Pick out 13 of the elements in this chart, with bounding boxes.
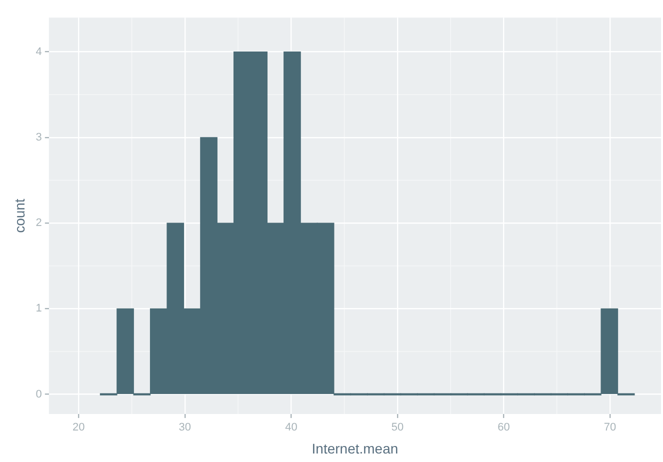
x-tick-label: 40 <box>285 422 298 434</box>
y-tick-label: 0 <box>36 388 42 400</box>
x-tick-label: 70 <box>604 422 616 434</box>
x-tick-label: 60 <box>498 422 510 434</box>
y-tick-label: 4 <box>36 46 42 58</box>
x-axis-title: Internet.mean <box>312 440 398 456</box>
x-tick-label: 20 <box>72 422 85 434</box>
y-tick-label: 2 <box>36 217 42 230</box>
y-axis-title: count <box>11 198 28 233</box>
x-tick-label: 50 <box>391 422 404 434</box>
y-tick-label: 3 <box>36 131 42 144</box>
y-tick-label: 1 <box>36 302 42 315</box>
x-tick-label: 30 <box>178 422 192 434</box>
